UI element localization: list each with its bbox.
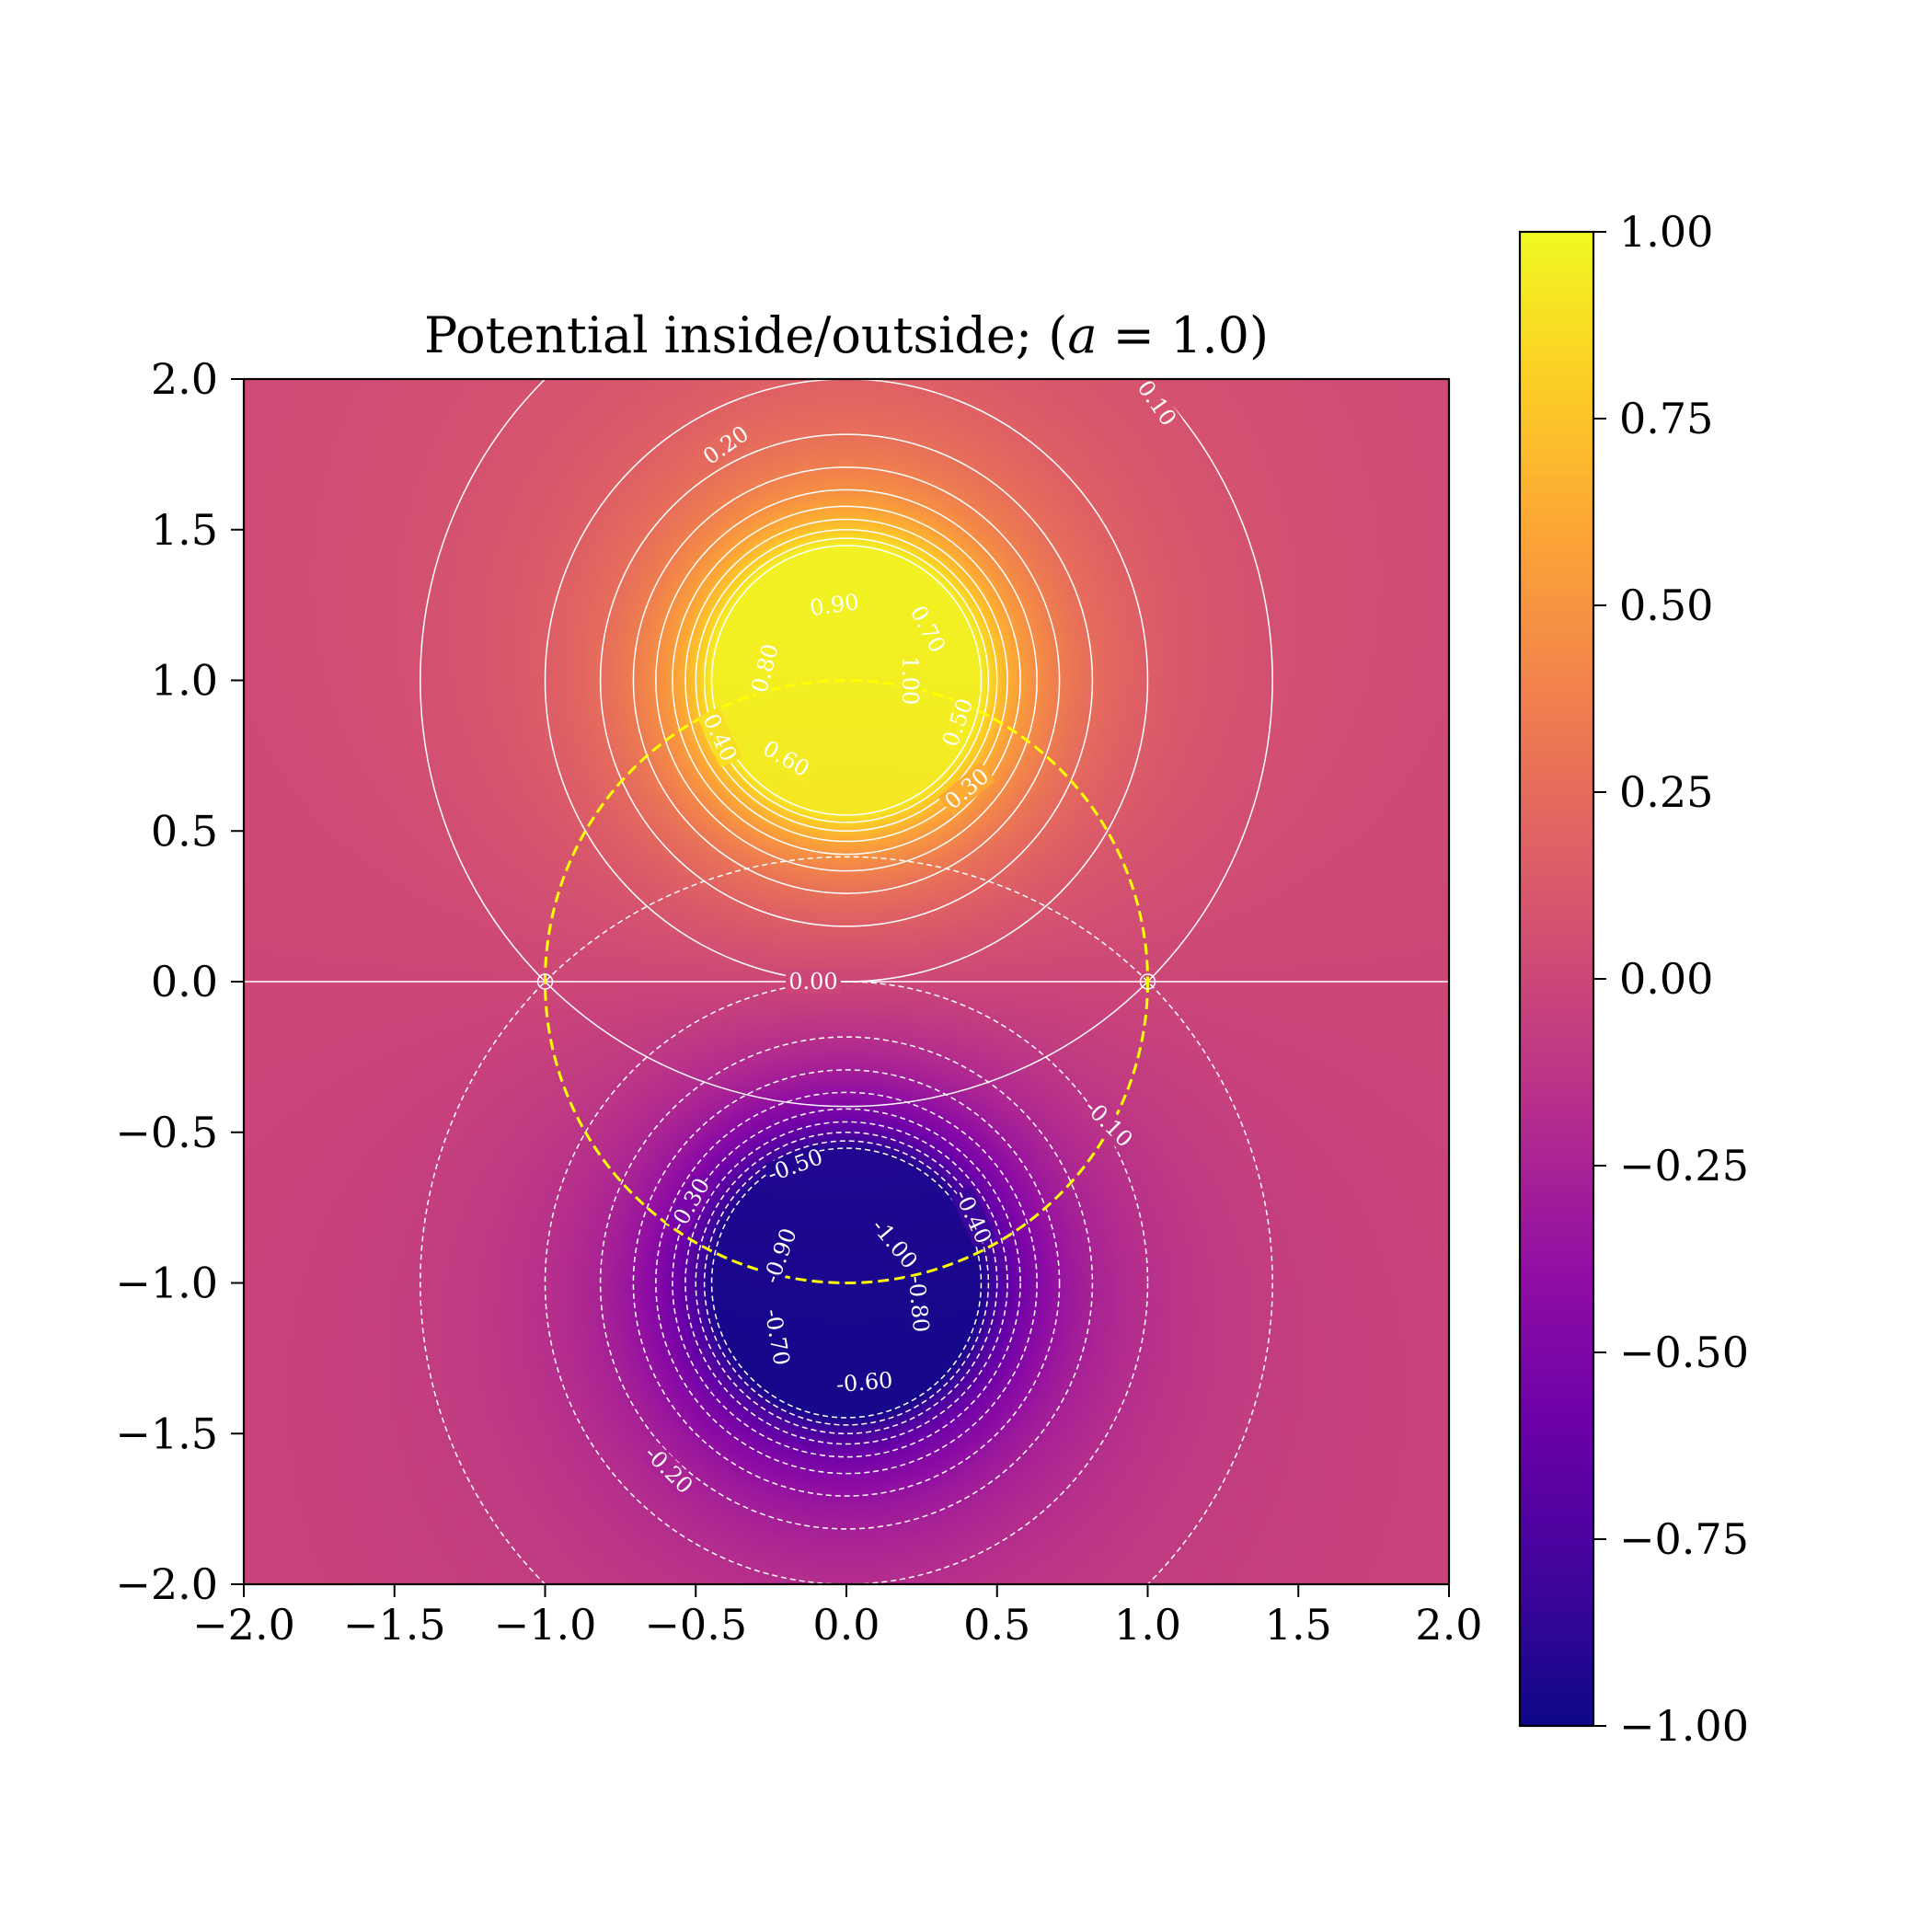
colorbar-tick-label: −0.75 (1619, 1514, 1749, 1564)
y-tick-label: 1.5 (151, 505, 218, 555)
title-prefix: Potential inside/outside; ( (424, 306, 1067, 364)
contour-label-background (868, 1214, 922, 1273)
y-tick-label: −0.5 (115, 1108, 218, 1157)
contour-label-group: 0.90 (805, 589, 864, 621)
contour-label-group: 1.00 (897, 652, 923, 708)
x-tick-label: 1.0 (1114, 1600, 1181, 1650)
contour-label-background (1131, 379, 1183, 433)
y-tick-label: 0.0 (151, 957, 218, 1006)
colorbar-tick-label: −0.25 (1619, 1141, 1749, 1190)
contour-label-background (746, 638, 784, 698)
overlay-layer (536, 679, 1156, 1284)
contour-label-background (696, 420, 756, 471)
x-tick-label: −1.0 (494, 1600, 597, 1650)
y-tick-label: 2.0 (151, 354, 218, 404)
x-tick-label: −0.5 (644, 1600, 747, 1650)
contour-label-background (696, 707, 742, 768)
positive-contour (632, 466, 1061, 894)
contour-label-background (904, 1275, 934, 1333)
contour-label-background (785, 970, 841, 994)
negative-contour (695, 1132, 998, 1434)
title-suffix: = 1.0) (1098, 306, 1270, 364)
contour-label-background (640, 1442, 697, 1498)
y-tick-label: −1.0 (115, 1259, 218, 1308)
negative-contour (655, 1091, 1038, 1475)
negative-contour (672, 1108, 1021, 1458)
positive-contour (420, 379, 1273, 1108)
colorbar-tick-label: −1.00 (1619, 1701, 1749, 1751)
positive-contour (710, 545, 983, 816)
colorbar: 1.00 0.75 0.50 0.25 0.00 −0.25 −0.50 −0.75 −1.00 (1518, 207, 1749, 1751)
contour-label-background (937, 762, 996, 816)
contour-label-background (756, 734, 816, 783)
contour-label-background (1080, 1095, 1137, 1152)
colorbar-tick-label: 0.00 (1619, 954, 1713, 1004)
contour-label-background (835, 1368, 893, 1397)
contour-label-background (897, 652, 922, 708)
y-tick-label: −2.0 (115, 1559, 218, 1609)
positive-contour (703, 537, 990, 823)
contour-label-background (903, 599, 951, 660)
contour-label: -0.60 (835, 1367, 894, 1397)
contour-label-group: -0.80 (903, 1275, 934, 1334)
x-tick-label: −2.0 (192, 1600, 295, 1650)
contour-label: 1.00 (897, 656, 923, 705)
colorbar-tick-label: −0.50 (1619, 1328, 1749, 1377)
x-tick-label: 2.0 (1415, 1600, 1482, 1650)
negative-contour (703, 1140, 990, 1426)
y-tick-label: 0.5 (151, 806, 218, 856)
colorbar-tick-label: 0.50 (1619, 581, 1713, 630)
contour-label-background (950, 1186, 996, 1248)
y-tick-label: 1.0 (151, 656, 218, 706)
chart-title: Potential inside/outside; (a = 1.0) (424, 306, 1269, 364)
title-symbol: a (1067, 306, 1097, 364)
contour-label-group: -0.60 (835, 1367, 894, 1397)
contour-label: -0.80 (903, 1275, 934, 1334)
contour-label-background (937, 692, 979, 753)
y-axis: −2.0 −1.5 −1.0 −0.5 0.0 0.5 1.0 1.5 2.0 (115, 354, 244, 1609)
contour-label-background (765, 1144, 825, 1187)
contour-layer (244, 379, 1449, 1584)
x-tick-label: −1.5 (343, 1600, 446, 1650)
colorbar-ticks: 1.00 0.75 0.50 0.25 0.00 −0.25 −0.50 −0.75 −1.00 (1593, 207, 1749, 1751)
x-tick-label: 1.5 (1265, 1600, 1332, 1650)
boundary-circle (544, 679, 1149, 1284)
contour-label-background (805, 589, 864, 621)
contour-label-background (665, 1174, 714, 1235)
negative-contour (684, 1121, 1008, 1445)
colorbar-gradient (1520, 232, 1593, 1726)
positive-contour (684, 518, 1008, 843)
contour-label-background (760, 1307, 794, 1367)
colorbar-tick-label: 1.00 (1619, 207, 1713, 257)
negative-contour (710, 1147, 983, 1419)
point-marker (536, 973, 554, 990)
colorbar-tick-label: 0.75 (1619, 394, 1713, 443)
negative-contour (599, 1036, 1094, 1530)
positive-contour (695, 529, 998, 832)
colorbar-tick-label: 0.25 (1619, 767, 1713, 817)
contour-label: 0.00 (788, 969, 837, 995)
positive-contour (599, 433, 1094, 927)
x-axis: −2.0 −1.5 −1.0 −0.5 0.0 0.5 1.0 1.5 2.0 (192, 1584, 1483, 1650)
contour-label-background (759, 1225, 801, 1286)
x-tick-label: 0.0 (812, 1600, 880, 1650)
positive-contour (655, 489, 1038, 872)
positive-contour (672, 505, 1021, 856)
contour-label-group: 0.00 (785, 969, 841, 995)
negative-contour (420, 856, 1273, 1584)
negative-contour (632, 1069, 1061, 1497)
x-tick-label: 0.5 (963, 1600, 1030, 1650)
point-marker (1139, 973, 1156, 990)
y-tick-label: −1.5 (115, 1409, 218, 1458)
plot-area: 0.100.200.90 0.700.80 1.000.40 0.600.500.30… (242, 377, 1451, 1586)
